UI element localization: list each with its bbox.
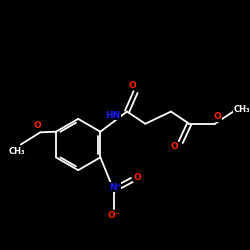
Text: CH₃: CH₃ bbox=[9, 147, 25, 156]
Text: O: O bbox=[134, 173, 141, 182]
Text: CH₃: CH₃ bbox=[234, 104, 250, 114]
Text: N⁺: N⁺ bbox=[109, 183, 121, 192]
Text: O: O bbox=[171, 142, 178, 152]
Text: O⁻: O⁻ bbox=[107, 211, 120, 220]
Text: HN: HN bbox=[105, 111, 120, 120]
Text: O: O bbox=[128, 81, 136, 90]
Text: O: O bbox=[34, 121, 42, 130]
Text: O: O bbox=[214, 112, 221, 122]
